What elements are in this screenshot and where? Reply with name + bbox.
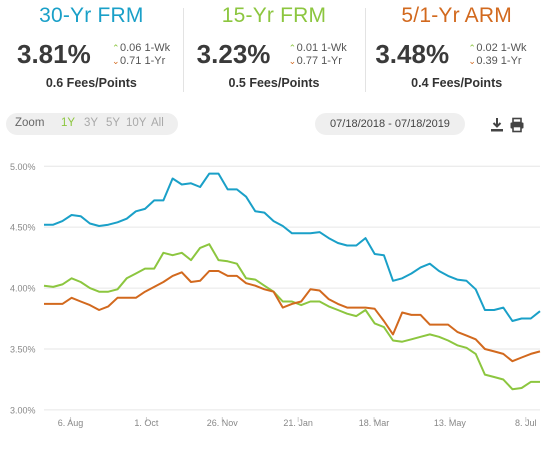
zoom-option-3y[interactable]: 3Y [84, 117, 99, 129]
x-tick-label: 1. Oct [134, 418, 159, 428]
zoom-option-10y[interactable]: 10Y [126, 117, 147, 129]
fees-points: 0.4 Fees/Points [411, 76, 503, 90]
zoom-selector: Zoom 1Y 3Y 5Y 10Y All [6, 113, 178, 135]
line-chart-svg: 3.00% 3.50% 4.00% 4.50% 5.00% 6. Aug 1. Oct 26.… [10, 162, 541, 428]
weekly-change: ⌃0.06 1-Wk [112, 42, 171, 54]
card-title: 15-Yr FRM [221, 4, 327, 27]
current-rate: 3.48% [375, 39, 450, 69]
series-line-15yr-frm [43, 243, 540, 391]
yearly-change: ⌄0.77 1-Yr [288, 55, 342, 67]
yearly-change: ⌄0.71 1-Yr [112, 55, 166, 67]
rate-history-chart: 3.00% 3.50% 4.00% 4.50% 5.00% 6. Aug 1. Oct 26.… [0, 140, 548, 444]
current-rate: 3.23% [196, 39, 271, 69]
x-tick-label: 18. Mar [359, 418, 390, 428]
y-tick-label: 4.00% [10, 284, 36, 294]
card-title: 30-Yr FRM [39, 4, 144, 27]
print-icon[interactable] [509, 117, 525, 133]
y-tick-label: 5.00% [10, 162, 36, 172]
x-tick-label: 26. Nov [207, 418, 239, 428]
card-title: 5/1-Yr ARM [401, 4, 512, 27]
weekly-change: ⌃0.01 1-Wk [288, 42, 347, 54]
rate-card-30yr: 30-Yr FRM 3.81% ⌃0.06 1-Wk ⌄0.71 1-Yr 0.… [0, 0, 183, 102]
series-line-51yr-arm [44, 270, 541, 363]
rate-card-51arm: 5/1-Yr ARM 3.48% ⌃0.02 1-Wk ⌄0.39 1-Yr 0… [365, 0, 548, 102]
x-tick-label: 8. Jul [515, 418, 537, 428]
down-arrow-icon: ⌄ [288, 56, 297, 66]
zoom-option-all[interactable]: All [151, 117, 164, 129]
current-rate: 3.81% [17, 39, 91, 69]
x-tick-label: 21. Jan [283, 418, 313, 428]
up-arrow-icon: ⌃ [288, 43, 297, 53]
fees-points: 0.5 Fees/Points [228, 76, 320, 90]
y-tick-label: 4.50% [10, 223, 36, 233]
up-arrow-icon: ⌃ [112, 43, 120, 53]
down-arrow-icon: ⌄ [468, 56, 476, 66]
rate-card-15yr: 15-Yr FRM 3.23% ⌃0.01 1-Wk ⌄0.77 1-Yr 0.… [182, 0, 366, 102]
date-range-display[interactable]: 07/18/2018 - 07/18/2019 [315, 113, 465, 135]
x-tick-label: 6. Aug [58, 418, 84, 428]
weekly-change: ⌃0.02 1-Wk [468, 42, 527, 54]
rate-summary-cards: 30-Yr FRM 3.81% ⌃0.06 1-Wk ⌄0.71 1-Yr 0.… [0, 0, 548, 102]
fees-points: 0.6 Fees/Points [45, 76, 137, 90]
yearly-change: ⌄0.39 1-Yr [468, 55, 522, 67]
x-tick-label: 13. May [434, 418, 467, 428]
y-tick-label: 3.00% [10, 405, 36, 415]
zoom-option-1y[interactable]: 1Y [61, 117, 76, 129]
up-arrow-icon: ⌃ [468, 43, 476, 53]
download-icon[interactable] [489, 117, 505, 133]
zoom-label: Zoom [15, 117, 45, 129]
chart-toolbar: Zoom 1Y 3Y 5Y 10Y All 07/18/2018 - 07/18… [0, 113, 548, 137]
zoom-option-5y[interactable]: 5Y [106, 117, 121, 129]
down-arrow-icon: ⌄ [112, 56, 120, 66]
y-tick-label: 3.50% [10, 345, 36, 355]
series-line-30yr-frm [44, 172, 541, 322]
